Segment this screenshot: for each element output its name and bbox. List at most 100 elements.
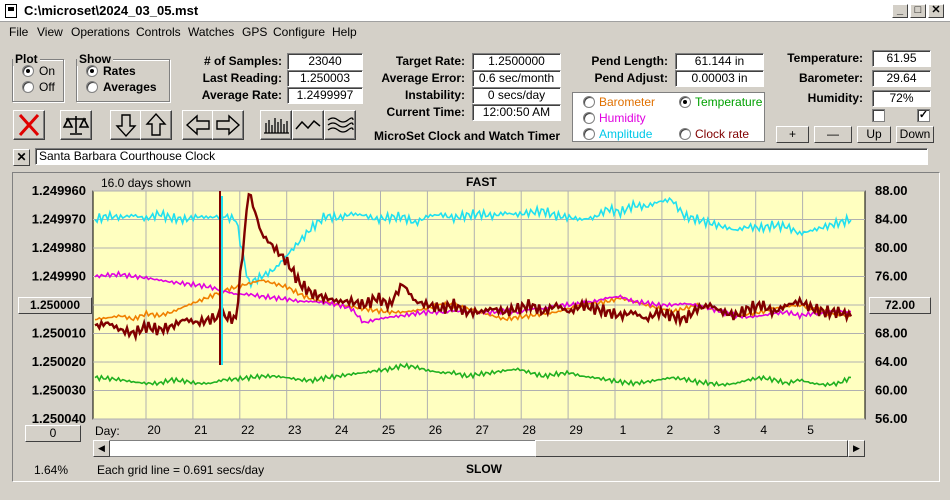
scale-minus-button[interactable]: — xyxy=(814,126,852,143)
left-axis-tick: 1.249990 xyxy=(32,269,86,284)
sensor-barometer-radio[interactable] xyxy=(583,96,595,108)
right-axis-tick: 76.00 xyxy=(875,269,908,284)
stop-button[interactable] xyxy=(13,110,45,140)
chart-panel xyxy=(12,172,940,482)
pend-adjust-label: Pend Adjust: xyxy=(594,71,668,85)
barometer-label: Barometer: xyxy=(798,71,863,85)
current-time-field: 12:00:50 AM xyxy=(472,104,561,121)
sensor-options-box xyxy=(572,92,765,142)
left-axis-tick: 1.250030 xyxy=(32,383,86,398)
sensor-humidity-radio[interactable] xyxy=(583,112,595,124)
scale-balance-icon xyxy=(62,116,90,135)
wave-view-button[interactable] xyxy=(324,110,356,140)
sensor-amplitude-radio[interactable] xyxy=(583,128,595,140)
x-axis-tick: 24 xyxy=(335,423,349,437)
grid-note-label: Each grid line = 0.691 secs/day xyxy=(97,463,265,477)
samples-label: # of Samples: xyxy=(203,54,282,68)
scroll-right-button[interactable]: ▶ xyxy=(848,440,865,457)
humidity-field: 72% xyxy=(872,90,931,107)
plot-off-label: Off xyxy=(39,80,55,94)
scale-plus-button[interactable]: + xyxy=(776,126,809,143)
scroll-thumb[interactable] xyxy=(535,440,848,457)
balance-button[interactable] xyxy=(60,110,92,140)
menu-bar: File View Operations Controls Watches GP… xyxy=(0,22,950,42)
right-axis-tick: 68.00 xyxy=(875,326,908,341)
menu-gps[interactable]: GPS xyxy=(242,25,268,39)
left-axis-tick: 1.250010 xyxy=(32,326,86,341)
menu-view[interactable]: View xyxy=(37,25,63,39)
scroll-left-button[interactable]: ◀ xyxy=(93,440,110,457)
arrow-down-icon xyxy=(115,114,137,138)
target-rate-field: 1.2500000 xyxy=(472,53,561,70)
sensor-amplitude-label: Amplitude xyxy=(599,127,653,141)
temperature-label: Temperature: xyxy=(787,51,863,65)
temperature-field: 61.95 xyxy=(872,50,931,67)
scale-down-button[interactable]: Down xyxy=(896,126,934,143)
minimize-button[interactable]: _ xyxy=(892,4,908,18)
target-rate-label: Target Rate: xyxy=(395,54,465,68)
x-axis-tick: 4 xyxy=(760,423,767,437)
scale-up-button[interactable]: Up xyxy=(857,126,891,143)
show-averages-radio[interactable] xyxy=(86,81,98,93)
average-rate-field: 1.2499997 xyxy=(287,87,363,104)
right-axis-tick: 80.00 xyxy=(875,240,908,255)
waves-icon xyxy=(327,117,354,133)
plot-group: Plot xyxy=(12,52,64,102)
right-axis-tick: 56.00 xyxy=(875,411,908,426)
x-axis-tick: 27 xyxy=(476,423,490,437)
x-axis-tick: 23 xyxy=(288,423,302,437)
instability-label: Instability: xyxy=(404,88,465,102)
percent-label: 1.64% xyxy=(34,463,69,477)
clock-name-field[interactable]: Santa Barbara Courthouse Clock xyxy=(35,148,928,165)
up-arrow-button[interactable] xyxy=(140,110,172,140)
line-view-button[interactable] xyxy=(292,110,324,140)
average-rate-label: Average Rate: xyxy=(201,88,282,102)
bottom-left-button[interactable]: 0 xyxy=(25,425,81,442)
plot-on-radio[interactable] xyxy=(22,65,34,77)
show-rates-label: Rates xyxy=(103,64,136,78)
x-axis-tick: 20 xyxy=(147,423,161,437)
show-rates-radio[interactable] xyxy=(86,65,98,77)
barometer-field: 29.64 xyxy=(872,70,931,87)
bar-view-button[interactable] xyxy=(260,110,292,140)
last-reading-label: Last Reading: xyxy=(202,71,282,85)
sensor-clock-rate-radio[interactable] xyxy=(679,128,691,140)
menu-file[interactable]: File xyxy=(9,25,29,39)
menu-watches[interactable]: Watches xyxy=(188,25,235,39)
plot-off-radio[interactable] xyxy=(22,81,34,93)
x-axis-tick: 21 xyxy=(194,423,208,437)
day-axis-label: Day: xyxy=(95,424,120,438)
right-value-button[interactable]: 72.00 xyxy=(869,297,931,314)
scroll-track[interactable] xyxy=(110,441,535,456)
left-axis-tick: 1.249960 xyxy=(32,183,86,198)
menu-configure[interactable]: Configure xyxy=(273,25,326,39)
menu-operations[interactable]: Operations xyxy=(71,25,130,39)
right-checkbox[interactable]: ✓ xyxy=(917,109,930,122)
average-error-field: 0.6 sec/month xyxy=(472,70,561,87)
sensor-clock-rate-label: Clock rate xyxy=(695,127,750,141)
menu-help[interactable]: Help xyxy=(332,25,357,39)
sensor-temperature-radio[interactable] xyxy=(679,96,691,108)
close-button[interactable]: ✕ xyxy=(928,4,944,18)
sensor-barometer-label: Barometer xyxy=(599,95,656,109)
right-arrow-button[interactable] xyxy=(212,110,244,140)
clear-clock-button[interactable]: ✕ xyxy=(13,149,30,166)
x-axis-tick: 5 xyxy=(807,423,814,437)
plot-on-label: On xyxy=(39,64,56,78)
left-axis-tick: 1.249980 xyxy=(32,240,86,255)
maximize-button[interactable]: □ xyxy=(910,4,926,18)
left-value-button[interactable]: 1.250000 xyxy=(18,297,92,314)
pend-adjust-field: 0.00003 in xyxy=(675,70,764,87)
app-label: MicroSet Clock and Watch Timer xyxy=(374,129,561,143)
red-x-icon xyxy=(18,113,40,137)
left-arrow-button[interactable] xyxy=(182,110,214,140)
fast-label: FAST xyxy=(466,175,497,189)
menu-controls[interactable]: Controls xyxy=(136,25,181,39)
left-checkbox[interactable] xyxy=(872,109,885,122)
app-icon xyxy=(5,4,17,18)
show-averages-label: Averages xyxy=(103,80,157,94)
x-axis-tick: 26 xyxy=(429,423,443,437)
bar-graph-icon xyxy=(264,118,289,134)
x-axis-tick: 29 xyxy=(569,423,583,437)
